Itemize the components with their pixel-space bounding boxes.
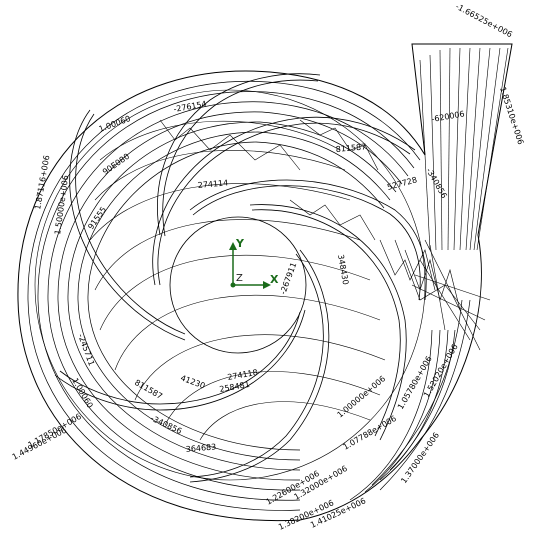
- label-bottom-mid-1: 1.00000e+006: [336, 374, 388, 419]
- outlet-line: [419, 59, 431, 251]
- blade-3-inner: [251, 209, 401, 437]
- contour-line: [27, 80, 421, 511]
- impeller-contour: [89, 183, 351, 241]
- label-left-mid: 91555: [86, 205, 108, 231]
- outlet-line: [476, 47, 509, 251]
- contour-line: [389, 329, 456, 471]
- outlet-line: [439, 49, 443, 251]
- impeller-contour: [99, 255, 371, 331]
- label-center-upper: 274114: [197, 178, 228, 190]
- y-axis-label: Y: [235, 237, 245, 250]
- blade-2-inner: [192, 185, 421, 301]
- impeller-contour: [164, 371, 381, 426]
- impeller-contour: [114, 295, 381, 371]
- volute-contours: [17, 43, 513, 522]
- impeller-blades: [54, 73, 427, 483]
- label-lower-left-2: 811587: [133, 378, 164, 401]
- tongue-region: [379, 239, 481, 331]
- impeller-contour: [94, 219, 361, 291]
- label-top-left: 1.00060: [98, 114, 132, 134]
- blade-3: [249, 204, 407, 441]
- blade-1-inner: [157, 122, 411, 286]
- label-lower-center-1: 41230: [179, 373, 206, 390]
- outlet-line: [414, 274, 491, 301]
- label-bottom-left-1: 1.00060: [70, 377, 94, 410]
- blade-6-inner: [75, 113, 186, 335]
- blade-7-inner: [162, 79, 319, 237]
- tongue-line: [394, 239, 436, 291]
- z-axis-label: Z: [236, 273, 243, 284]
- label-lower-center-2: 258481: [219, 380, 251, 394]
- outlet-line: [447, 47, 451, 251]
- label-lower-left: -245711: [76, 333, 96, 367]
- contour-line: [364, 329, 441, 493]
- contour-line: [77, 131, 391, 461]
- label-center-right: 348430: [336, 254, 350, 286]
- contour-line: [379, 299, 471, 491]
- impeller-contour: [289, 199, 376, 241]
- outlet-line: [429, 244, 446, 331]
- contour-line: [379, 329, 449, 481]
- outlet-line: [411, 284, 486, 321]
- label-right-mid: 527728: [386, 175, 418, 192]
- blade-5: [54, 309, 306, 411]
- label-left-edge: 1.50000e+006: [53, 175, 70, 236]
- impeller-contour: [134, 334, 386, 401]
- label-tongue: -340856: [424, 167, 449, 200]
- blade-5-inner: [59, 311, 301, 405]
- label-far-left: 1.87116+006: [33, 155, 51, 211]
- contour-line: [349, 329, 433, 501]
- x-axis-label: X: [270, 273, 279, 286]
- outlet-line: [419, 259, 471, 341]
- origin-dot: [230, 282, 236, 288]
- outlet-line: [429, 54, 437, 251]
- impeller-contour: [299, 119, 379, 171]
- contour-line: [87, 141, 385, 451]
- label-center: -267911: [278, 261, 298, 295]
- impeller-contour: [99, 120, 341, 161]
- outlet-line: [469, 47, 491, 251]
- impeller-contour: [159, 119, 301, 171]
- tongue-line: [404, 249, 461, 311]
- contour-line: [47, 101, 409, 491]
- blade-4-inner: [189, 253, 324, 478]
- contour-line: [37, 91, 415, 501]
- outlet-line: [453, 47, 461, 251]
- impeller-outer-boundary: [34, 89, 426, 481]
- axis-triad: Y X Z: [229, 237, 279, 289]
- label-outlet-right: 1.85310e+006: [498, 86, 525, 146]
- tongue-line: [379, 239, 481, 331]
- blade-2: [189, 179, 427, 301]
- outlet-line: [473, 47, 501, 251]
- contour-line: [57, 111, 403, 481]
- blade-4: [189, 249, 330, 483]
- label-top-center: -276154: [173, 99, 207, 114]
- label-outlet-upper: -620006: [431, 109, 465, 124]
- label-top-right-outlet: -1.66525e+006: [454, 2, 514, 39]
- label-bottom-center: 364683: [185, 442, 216, 454]
- outlet-line: [459, 47, 471, 251]
- impeller-contour: [199, 401, 371, 441]
- contour-line: [371, 299, 463, 486]
- label-bottom-left-3: 1.44960e+006: [11, 426, 68, 462]
- blade-7: [157, 73, 321, 236]
- label-lower-center-3: 274118: [227, 368, 259, 382]
- y-axis-arrow: [229, 242, 237, 250]
- contour-labels: -1.66525e+006 1.85310e+006 -620006 81158…: [11, 2, 525, 532]
- x-axis-arrow: [263, 281, 271, 289]
- contour-line: [67, 121, 397, 471]
- label-upper-right: 811587: [335, 142, 366, 154]
- outlet-line: [465, 47, 481, 251]
- impeller-contour: [94, 149, 346, 201]
- impeller-contours: [34, 89, 426, 481]
- blade-6: [69, 109, 186, 341]
- hub-circle: [169, 216, 307, 354]
